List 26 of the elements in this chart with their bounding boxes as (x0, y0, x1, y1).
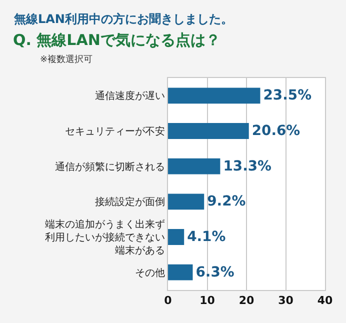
bar (168, 264, 193, 280)
chart-subtitle: Q. 無線LANで気になる点は？ (13, 31, 220, 49)
x-tick-label: 0 (164, 294, 172, 308)
y-tick-label: その他 (135, 266, 165, 279)
data-label: 6.3% (196, 264, 234, 280)
data-label: 23.5% (263, 88, 312, 104)
bar (168, 229, 184, 245)
data-label: 13.3% (223, 158, 272, 174)
data-label: 20.6% (252, 122, 300, 139)
bar (168, 194, 204, 210)
data-label: 9.2% (207, 194, 246, 210)
y-tick-label: 接続設定が面倒 (95, 196, 165, 208)
y-tick-label: 通信が頻繁に切断される (55, 160, 165, 173)
x-tick-label: 20 (238, 294, 254, 308)
y-tick-label: 端末の追加がうまく出来ず利用したいが接続できない端末がある (45, 218, 165, 256)
y-tick-label: セキュリティーが不安 (65, 126, 165, 138)
y-tick-label: 通信速度が遅い (95, 90, 165, 102)
chart-title: 無線LAN利用中の方にお聞きしました。 (13, 12, 233, 26)
bar (168, 158, 220, 174)
data-label: 4.1% (187, 228, 226, 245)
text: ※複数選択可 (40, 54, 93, 65)
x-tick-label: 30 (278, 294, 294, 308)
bar (168, 123, 249, 139)
bar (168, 88, 260, 104)
x-tick-label: 10 (200, 294, 216, 308)
x-tick-label: 40 (317, 294, 333, 308)
